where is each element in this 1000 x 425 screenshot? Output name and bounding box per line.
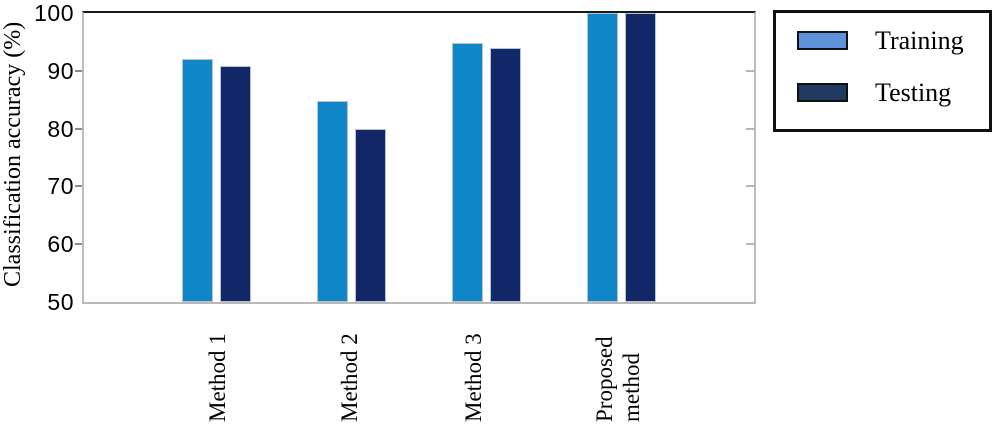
bar-testing-0 [220, 66, 251, 302]
x-label-3: Proposed method [591, 336, 644, 422]
bar-training-3 [587, 13, 618, 302]
y-tick-right-70 [746, 185, 754, 188]
bar-training-1 [317, 100, 348, 302]
y-tick-right-90 [746, 69, 754, 72]
y-tick-right-80 [746, 127, 754, 130]
y-tick-left-80 [75, 127, 82, 130]
y-tick-label-50: 50 [47, 289, 74, 315]
bar-testing-3 [625, 13, 656, 302]
y-tick-label-60: 60 [47, 231, 74, 258]
legend-label-testing: Testing [875, 78, 952, 107]
legend-swatch-training [797, 31, 848, 50]
y-tick-label-90: 90 [47, 57, 74, 84]
bar-testing-1 [355, 128, 386, 302]
y-tick-left-90 [75, 69, 82, 72]
legend-label-training: Training [875, 26, 964, 55]
y-tick-label-80: 80 [47, 115, 74, 142]
legend: Training Testing [773, 10, 992, 132]
bar-training-2 [452, 43, 483, 302]
y-tick-label-70: 70 [47, 173, 74, 200]
x-label-2: Method 3 [461, 333, 486, 422]
y-tick-label-100: 100 [34, 0, 74, 26]
y-tick-right-60 [746, 243, 754, 246]
x-label-1: Method 2 [337, 333, 362, 422]
bar-training-0 [182, 59, 213, 302]
bar-testing-2 [490, 47, 521, 302]
y-tick-left-60 [75, 243, 82, 246]
x-label-0: Method 1 [205, 333, 230, 422]
y-tick-left-70 [75, 185, 82, 188]
legend-swatch-testing [797, 83, 848, 102]
